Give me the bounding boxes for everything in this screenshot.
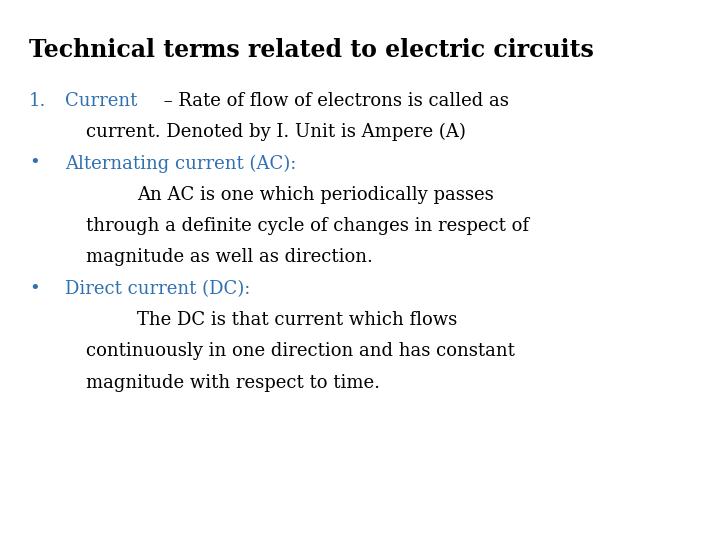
Text: through a definite cycle of changes in respect of: through a definite cycle of changes in r… [86, 217, 529, 235]
Text: – Rate of flow of electrons is called as: – Rate of flow of electrons is called as [158, 92, 509, 110]
Text: Direct current (DC):: Direct current (DC): [65, 280, 250, 298]
Text: magnitude as well as direction.: magnitude as well as direction. [86, 248, 373, 266]
Text: •: • [29, 154, 40, 172]
Text: Alternating current (AC):: Alternating current (AC): [65, 154, 296, 173]
Text: 1.: 1. [29, 92, 46, 110]
Text: continuously in one direction and has constant: continuously in one direction and has co… [86, 342, 516, 360]
Text: magnitude with respect to time.: magnitude with respect to time. [86, 374, 380, 391]
Text: Current: Current [65, 92, 138, 110]
Text: •: • [29, 280, 40, 298]
Text: current. Denoted by I. Unit is Ampere (A): current. Denoted by I. Unit is Ampere (A… [86, 123, 467, 141]
Text: An AC is one which periodically passes: An AC is one which periodically passes [137, 186, 493, 204]
Text: Technical terms related to electric circuits: Technical terms related to electric circ… [29, 38, 594, 62]
Text: The DC is that current which flows: The DC is that current which flows [137, 311, 457, 329]
